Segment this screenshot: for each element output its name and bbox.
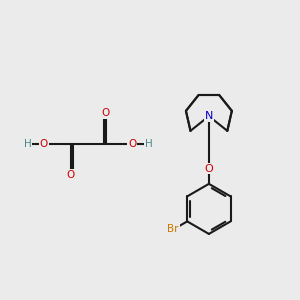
Text: O: O [128, 139, 136, 149]
Text: O: O [102, 108, 110, 118]
Text: H: H [24, 139, 32, 149]
Text: O: O [205, 164, 213, 173]
Text: Br: Br [167, 224, 179, 235]
Text: H: H [145, 139, 152, 149]
Text: N: N [205, 111, 213, 121]
Text: O: O [40, 139, 48, 149]
Text: O: O [66, 170, 75, 180]
